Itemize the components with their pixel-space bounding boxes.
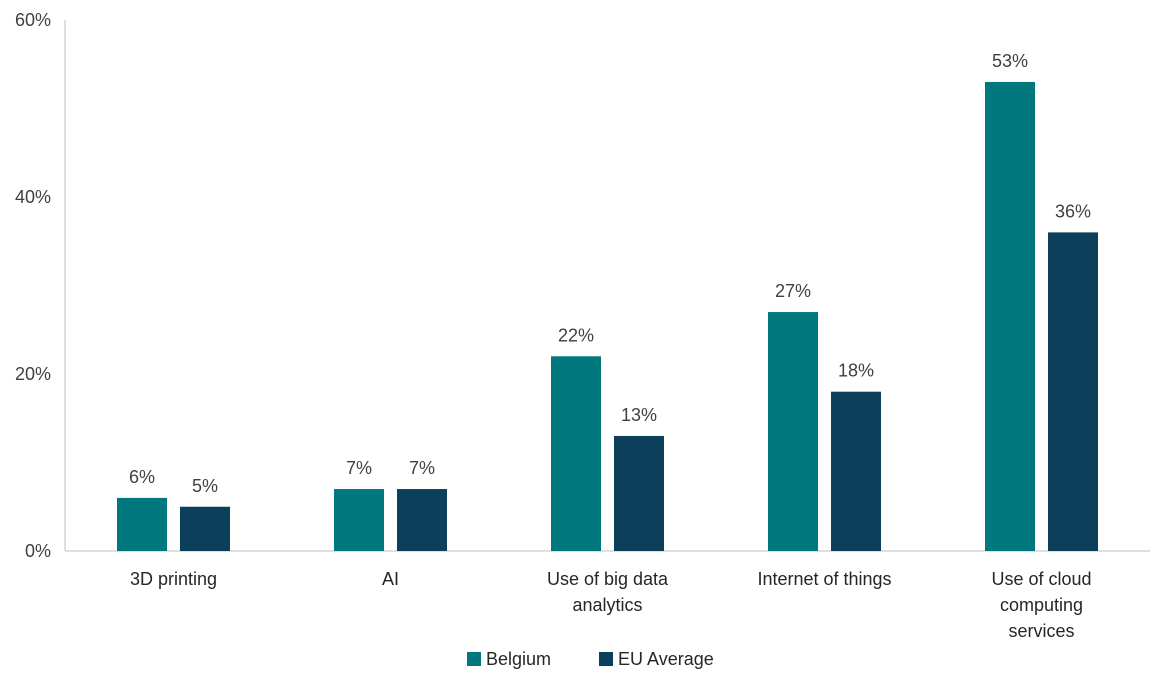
- data-label: 53%: [992, 51, 1028, 71]
- x-tick-label-line: services: [1008, 621, 1074, 641]
- y-tick-label: 60%: [15, 10, 51, 30]
- legend-label: Belgium: [486, 649, 551, 669]
- data-label: 13%: [621, 405, 657, 425]
- bar-belgium: [334, 489, 384, 551]
- data-label: 27%: [775, 281, 811, 301]
- y-tick-label: 0%: [25, 541, 51, 561]
- bar-eu-average: [180, 506, 230, 551]
- x-tick-label-line: computing: [1000, 595, 1083, 615]
- data-label: 6%: [129, 467, 155, 487]
- x-tick-label-line: analytics: [572, 595, 642, 615]
- bar-eu-average: [831, 391, 881, 551]
- x-tick-label: Use of big data analytics: [547, 569, 669, 615]
- legend-label: EU Average: [618, 649, 714, 669]
- data-label: 18%: [838, 361, 874, 381]
- x-tick-label-line: Internet of things: [757, 569, 891, 589]
- x-tick-label-line: Use of big data: [547, 569, 669, 589]
- bar-belgium: [117, 497, 167, 551]
- bar-eu-average: [397, 489, 447, 551]
- bar-eu-average: [614, 435, 664, 551]
- x-tick-label: Internet of things: [757, 569, 891, 589]
- x-tick-label-line: 3D printing: [130, 569, 217, 589]
- legend-swatch: [599, 652, 613, 666]
- bar-belgium: [551, 356, 601, 551]
- legend-swatch: [467, 652, 481, 666]
- bar-belgium: [768, 312, 818, 551]
- x-tick-label-line: Use of cloud: [991, 569, 1091, 589]
- bar-belgium: [985, 81, 1035, 551]
- data-label: 7%: [409, 458, 435, 478]
- bar-eu-average: [1048, 232, 1098, 551]
- data-label: 5%: [192, 476, 218, 496]
- data-label: 22%: [558, 325, 594, 345]
- x-tick-label: Use of cloud computing services: [991, 569, 1091, 641]
- x-tick-label: 3D printing: [130, 569, 217, 589]
- data-label: 7%: [346, 458, 372, 478]
- x-tick-label-line: AI: [382, 569, 399, 589]
- y-tick-label: 20%: [15, 364, 51, 384]
- data-label: 36%: [1055, 201, 1091, 221]
- x-tick-label: AI: [382, 569, 399, 589]
- y-tick-label: 40%: [15, 187, 51, 207]
